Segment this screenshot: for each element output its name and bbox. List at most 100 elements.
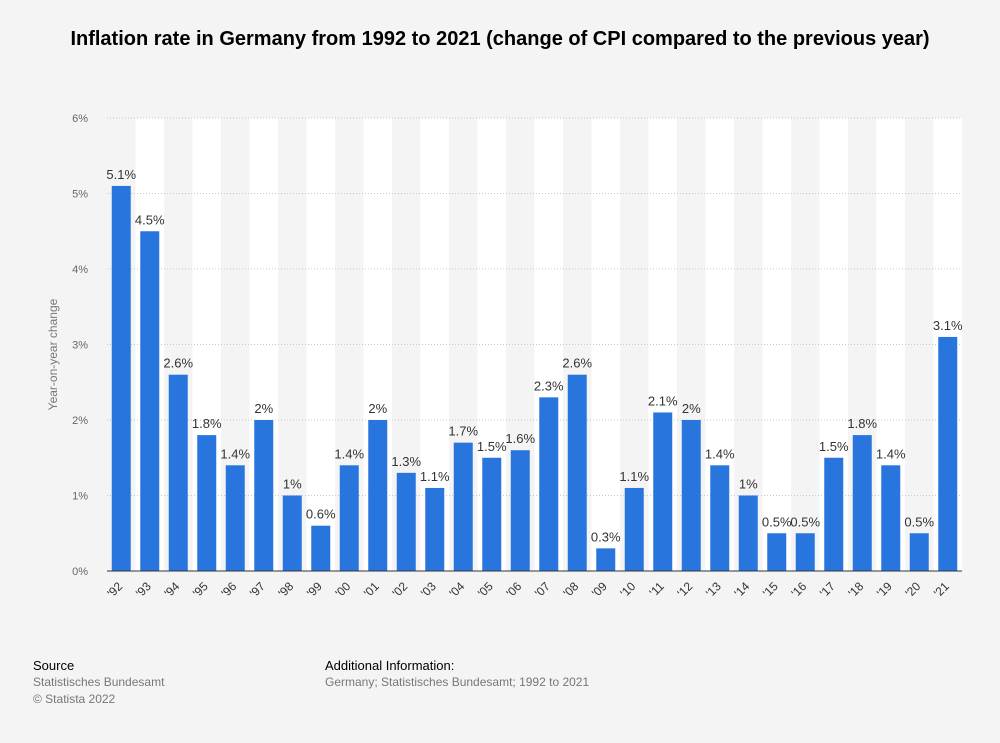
x-tick-label: '01: [361, 579, 382, 600]
data-label: 2.3%: [534, 378, 564, 393]
y-tick-label: 6%: [72, 113, 88, 125]
data-label: 1.4%: [220, 446, 250, 461]
data-label: 1.5%: [477, 439, 507, 454]
x-tick-label: '98: [275, 579, 296, 600]
x-tick-label: '11: [647, 579, 668, 600]
y-tick-label: 3%: [72, 340, 88, 352]
bar: [767, 533, 787, 571]
x-tick-label: '04: [446, 579, 467, 600]
x-tick-label: '09: [589, 579, 610, 600]
x-tick-label: '00: [332, 579, 353, 600]
x-tick-label: '05: [475, 579, 496, 600]
chart-title: Inflation rate in Germany from 1992 to 2…: [70, 28, 930, 50]
y-tick-label: 5%: [72, 189, 88, 201]
data-label: 0.5%: [904, 514, 934, 529]
x-tick-label: '16: [788, 579, 809, 600]
bar: [852, 435, 872, 571]
data-label: 1.1%: [420, 469, 450, 484]
x-tick-label: '18: [845, 579, 866, 600]
additional-info-section: Additional Information: Germany; Statist…: [325, 657, 589, 691]
x-tick-label: '97: [247, 579, 268, 600]
x-tick-label: '92: [104, 579, 125, 600]
bar: [225, 465, 245, 571]
data-label: 1.7%: [448, 424, 478, 439]
y-axis-label: Year-on-year change: [46, 298, 60, 410]
bar: [881, 465, 901, 571]
bar: [140, 231, 160, 571]
bar: [396, 472, 416, 571]
bar: [539, 397, 559, 571]
bar: [795, 533, 815, 571]
data-label: 1.8%: [192, 416, 222, 431]
y-tick-label: 2%: [72, 415, 88, 427]
x-tick-label: '19: [874, 579, 895, 600]
data-label: 1.1%: [619, 469, 649, 484]
bar: [909, 533, 929, 571]
additional-info-text: Germany; Statistisches Bundesamt; 1992 t…: [325, 675, 590, 689]
data-label: 2%: [368, 401, 387, 416]
x-tick-label: '15: [760, 579, 781, 600]
y-tick-label: 4%: [72, 264, 88, 276]
bar: [681, 420, 701, 571]
data-label: 1.4%: [876, 446, 906, 461]
x-tick-label: '13: [703, 579, 724, 600]
source-title: Source: [33, 658, 75, 673]
bar: [453, 442, 473, 571]
data-label: 1.6%: [505, 431, 535, 446]
bar: [824, 457, 844, 571]
data-label: 1%: [283, 477, 302, 492]
data-label: 2%: [254, 401, 273, 416]
data-label: 3.1%: [933, 318, 963, 333]
data-label: 2.1%: [648, 393, 678, 408]
data-label: 1.3%: [391, 454, 421, 469]
data-label: 4.5%: [135, 212, 165, 227]
bar: [710, 465, 730, 571]
x-tick-label: '21: [931, 579, 952, 600]
x-tick-label: '12: [674, 579, 695, 600]
x-tick-label: '06: [503, 579, 524, 600]
source-line-1: Statistisches Bundesamt: [33, 675, 165, 689]
data-label: 2.6%: [163, 356, 193, 371]
x-tick-label: '95: [190, 579, 211, 600]
bar: [624, 487, 644, 571]
bar: [425, 487, 445, 571]
bar: [938, 336, 958, 571]
bar: [168, 374, 188, 571]
data-label: 2%: [682, 401, 701, 416]
bar-chart: 0% 1% 2% 3% 4% 5% 6% 5.1% '92 4.5% '93 2.6% '94 1.8% '…: [46, 113, 963, 600]
x-tick-label: '10: [617, 579, 638, 600]
bar: [738, 495, 758, 571]
x-tick-label: '07: [532, 579, 553, 600]
x-tick-label: '14: [731, 579, 752, 600]
bar: [311, 525, 331, 571]
data-label: 5.1%: [106, 167, 136, 182]
additional-info-title: Additional Information:: [325, 658, 455, 673]
bar: [482, 457, 502, 571]
bar: [197, 435, 217, 571]
x-tick-label: '03: [418, 579, 439, 600]
x-tick-label: '02: [389, 579, 410, 600]
data-label: 1.4%: [705, 446, 735, 461]
x-tick-label: '99: [304, 579, 325, 600]
bar: [653, 412, 673, 571]
bar: [368, 420, 388, 571]
x-tick-label: '93: [133, 579, 154, 600]
source-section: Source Statistisches Bundesamt © Statist…: [33, 657, 164, 708]
y-tick-label: 1%: [72, 491, 88, 503]
data-label: 0.5%: [790, 514, 820, 529]
bar: [596, 548, 616, 571]
bar: [510, 450, 530, 571]
bar: [111, 185, 131, 571]
x-tick-label: '17: [817, 579, 838, 600]
source-line-2: © Statista 2022: [33, 692, 116, 706]
x-tick-label: '94: [161, 579, 182, 600]
data-label: 1.8%: [847, 416, 877, 431]
data-label: 1.5%: [819, 439, 849, 454]
data-label: 2.6%: [562, 356, 592, 371]
x-tick-label: '20: [902, 579, 923, 600]
y-tick-label: 0%: [72, 566, 88, 578]
data-label: 0.5%: [762, 514, 792, 529]
bar: [567, 374, 587, 571]
data-label: 0.6%: [306, 507, 336, 522]
x-tick-label: '96: [218, 579, 239, 600]
